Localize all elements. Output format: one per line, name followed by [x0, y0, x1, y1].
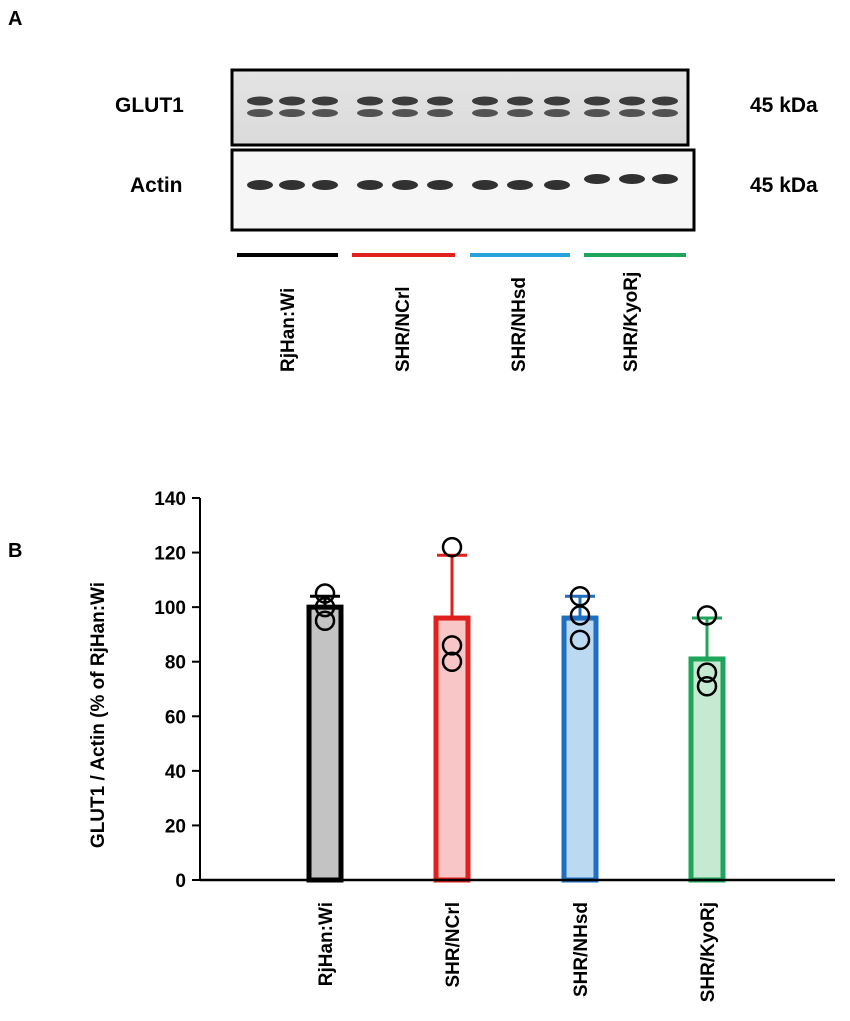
glut1-band-lower	[472, 109, 498, 117]
actin-band	[507, 180, 533, 190]
actin-band	[427, 180, 453, 190]
y-axis-title: GLUT1 / Actin (% of RjHan:Wi	[88, 582, 109, 848]
actin-band	[619, 174, 645, 184]
glut1-band-lower	[427, 109, 453, 117]
glut1-band-lower	[507, 109, 533, 117]
blot-group-label-rjhan: RjHan:Wi	[278, 288, 299, 372]
x-tick-label: SHR/KyoRj	[698, 902, 719, 1002]
glut1-band-lower	[392, 109, 418, 117]
y-tick-label: 60	[165, 707, 186, 728]
actin-row-label: Actin	[130, 174, 183, 197]
y-tick-label: 0	[175, 871, 186, 892]
actin-band	[584, 174, 610, 184]
data-point	[441, 651, 463, 672]
blot-group-label-shr-kyorj: SHR/KyoRj	[621, 272, 642, 372]
panel-a-label: A	[8, 8, 23, 30]
glut1-band-upper	[357, 96, 383, 106]
data-point	[441, 635, 463, 656]
glut1-band-upper	[279, 96, 305, 106]
x-tick-label: SHR/NHsd	[571, 902, 592, 997]
glut1-band-lower	[544, 109, 570, 117]
actin-size-label: 45 kDa	[750, 174, 818, 197]
bar-chart: 0 20 40 60 80 100 120 140 RjHan:Wi SHR/NCrl SHR/N…	[88, 489, 835, 1002]
data-point	[441, 536, 463, 558]
y-axis: 0 20 40 60 80 100 120 140	[154, 489, 201, 892]
y-tick-label: 100	[154, 598, 186, 619]
glut1-row-label: GLUT1	[115, 94, 184, 117]
actin-band	[312, 180, 338, 190]
glut1-band-lower	[357, 109, 383, 117]
bar	[688, 656, 726, 883]
data-point	[314, 596, 336, 618]
actin-band	[279, 180, 305, 190]
glut1-band-lower	[619, 109, 645, 117]
bar	[561, 615, 599, 883]
y-tick-label: 140	[154, 489, 186, 510]
glut1-band-lower	[279, 109, 305, 117]
glut1-blot-frame	[230, 68, 690, 147]
glut1-size-label: 45 kDa	[750, 94, 818, 117]
blot-group-label-shr-ncrl: SHR/NCrl	[393, 286, 414, 372]
actin-band	[652, 174, 678, 184]
glut1-band-upper	[652, 96, 678, 106]
western-blot: GLUT1 Actin 45 kDa 45 kDa RjHan:Wi SHR/N…	[115, 68, 818, 372]
glut1-band-upper	[619, 96, 645, 106]
y-tick-label: 80	[165, 653, 186, 674]
glut1-band-upper	[312, 96, 338, 106]
glut1-band-upper	[584, 96, 610, 106]
bar	[306, 604, 344, 883]
glut1-bands	[247, 96, 678, 117]
glut1-band-upper	[392, 96, 418, 106]
data-point	[696, 605, 718, 626]
glut1-band-upper	[247, 96, 273, 106]
blot-group-label-shr-nhsd: SHR/NHsd	[509, 277, 530, 372]
actin-band	[544, 180, 570, 190]
data-point	[314, 583, 336, 604]
x-tick-label: RjHan:Wi	[316, 902, 337, 986]
panel-b-label: B	[8, 540, 23, 562]
glut1-band-lower	[312, 109, 338, 117]
data-point	[696, 676, 718, 697]
glut1-band-upper	[472, 96, 498, 106]
glut1-band-upper	[427, 96, 453, 106]
data-point	[696, 662, 718, 683]
glut1-band-lower	[584, 109, 610, 117]
actin-blot-frame	[230, 148, 696, 232]
data-point	[314, 610, 336, 632]
y-tick-label: 20	[165, 816, 186, 837]
glut1-band-upper	[544, 96, 570, 106]
bars	[306, 536, 726, 883]
glut1-band-upper	[507, 96, 533, 106]
data-point	[569, 629, 591, 651]
bar	[433, 615, 471, 883]
glut1-band-lower	[247, 109, 273, 117]
actin-band	[472, 180, 498, 190]
y-tick-label: 120	[154, 544, 186, 565]
glut1-band-lower	[652, 109, 678, 117]
x-tick-label: SHR/NCrl	[443, 902, 464, 988]
actin-bands	[247, 174, 678, 190]
actin-band	[392, 180, 418, 190]
actin-band	[247, 180, 273, 190]
x-axis: RjHan:Wi SHR/NCrl SHR/NHsd SHR/KyoRj	[200, 878, 835, 1002]
actin-band	[357, 180, 383, 190]
data-point	[569, 585, 591, 607]
y-tick-label: 40	[165, 762, 186, 783]
